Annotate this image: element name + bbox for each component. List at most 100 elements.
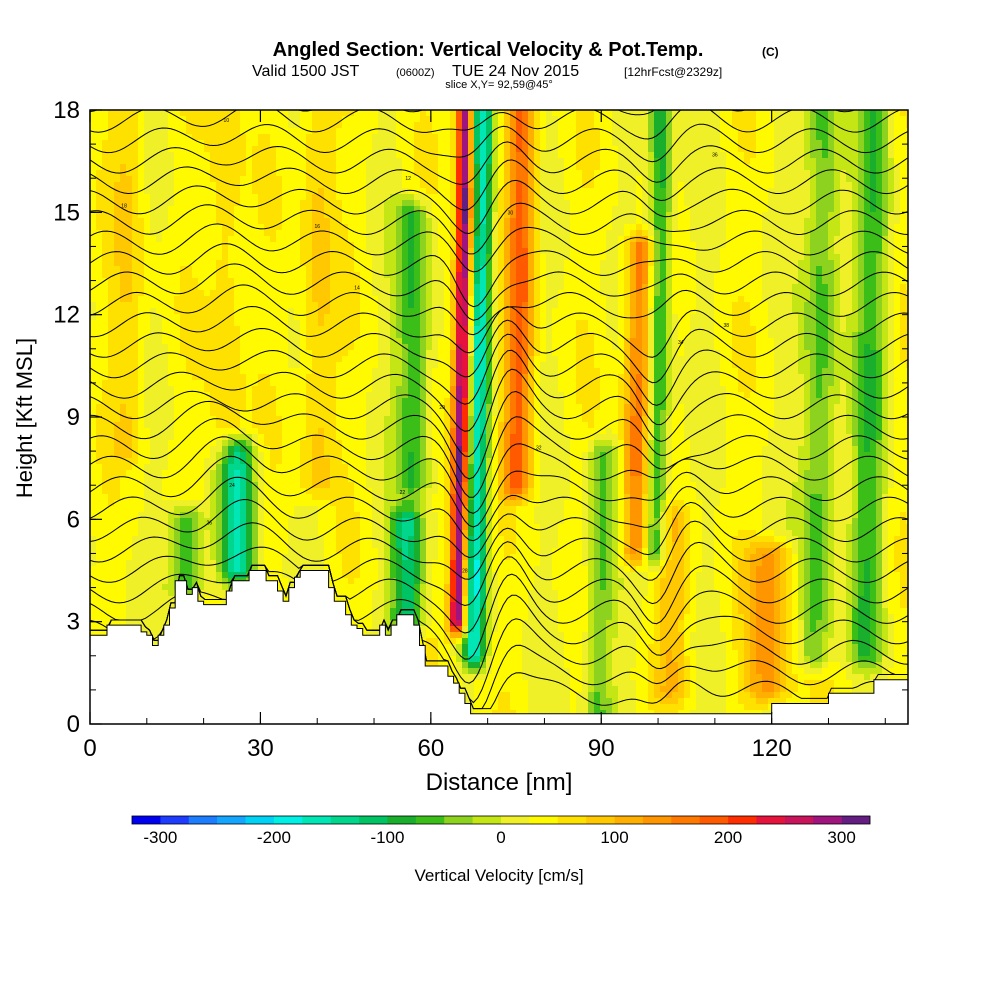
isentrope-label: 10 (224, 118, 230, 124)
x-tick-label: 0 (83, 735, 96, 762)
colorbar-segment (302, 816, 331, 824)
colorbar-label: Vertical Velocity [cm/s] (414, 866, 583, 885)
y-tick-label: 3 (67, 609, 80, 636)
colorbar-segment (330, 816, 360, 824)
colorbar-segment (132, 816, 161, 824)
colorbar-tick-label: 100 (600, 828, 628, 847)
colorbar-tick-label: -100 (370, 828, 404, 847)
isentrope-label: 18 (121, 204, 127, 210)
colorbar: -300 -200 -100 0 100 200 300 (131, 815, 871, 847)
isentrope-label: 30 (508, 210, 514, 216)
x-tick-label: 120 (752, 735, 792, 762)
colorbar-segment (359, 816, 388, 824)
subtitle-utc: (0600Z) (396, 67, 435, 79)
colorbar-segment (756, 816, 786, 824)
isentrope-line (90, 416, 908, 498)
colorbar-segment (728, 816, 757, 824)
colorbar-tick-label: 300 (827, 828, 855, 847)
colorbar-segment (472, 816, 502, 824)
isentrope-line (90, 333, 908, 406)
colorbar-segment (217, 816, 246, 824)
x-axis: 0 30 60 90 120 (83, 110, 886, 762)
isentrope-line (90, 202, 908, 255)
colorbar-segment (444, 816, 473, 824)
isentrope-line (90, 159, 908, 211)
subtitle-date: TUE 24 Nov 2015 (452, 63, 579, 80)
isentrope-line (90, 284, 908, 336)
subtitle-valid: Valid 1500 JST (252, 63, 360, 80)
x-axis-label: Distance [nm] (426, 769, 573, 796)
y-tick-label: 9 (67, 404, 80, 431)
x-tick-label: 30 (247, 735, 274, 762)
colorbar-segment (188, 816, 218, 824)
isentrope-line (90, 305, 908, 358)
colorbar-segment (784, 816, 814, 824)
colorbar-segment (586, 816, 615, 824)
y-tick-label: 15 (53, 199, 80, 226)
colorbar-tick-label: 0 (496, 828, 505, 847)
colorbar-segment (614, 816, 644, 824)
chart-subtitle: Valid 1500 JST (0600Z) TUE 24 Nov 2015 [… (252, 63, 722, 80)
isentrope-label: 22 (400, 490, 406, 496)
y-axis-label: Height [Kft MSL] (12, 338, 37, 498)
chart-title-tag: (C) (762, 45, 779, 59)
isentrope-label: 32 (536, 446, 542, 452)
x-tick-label: 60 (417, 735, 444, 762)
isentrope-line (90, 476, 908, 542)
slice-label: slice X,Y= 92,59@45° (445, 79, 553, 91)
isentrope-label: 24 (229, 483, 235, 489)
isentrope-label: 14 (354, 285, 360, 291)
isentrope-line (90, 141, 908, 185)
isentrope-label: 34 (678, 340, 684, 346)
colorbar-tick-label: 200 (714, 828, 742, 847)
isentrope-line (90, 243, 908, 308)
isentrope-label: 26 (207, 521, 213, 527)
isentrope-label: 28 (462, 569, 468, 575)
isentrope-line (90, 498, 908, 559)
isentrope-label: 36 (712, 152, 718, 158)
colorbar-segment (813, 816, 842, 824)
isentrope-line (90, 349, 908, 432)
subtitle-forecast: [12hrFcst@2329z] (624, 65, 722, 79)
isentrope-line (90, 179, 908, 235)
potential-temperature-contours: 10 12 14 16 18 20 22 24 26 28 30 32 34 36 38 (90, 110, 908, 710)
chart-title: Angled Section: Vertical Velocity & Pot.… (273, 39, 704, 61)
isentrope-line (90, 436, 908, 514)
colorbar-segment (160, 816, 190, 824)
colorbar-segment (699, 816, 729, 824)
isentrope-label: 16 (314, 224, 320, 230)
y-tick-label: 6 (67, 506, 80, 533)
x-tick-label: 90 (588, 735, 615, 762)
isentrope-line (90, 455, 908, 528)
terrain-mask (90, 570, 908, 724)
isentrope-line (90, 556, 908, 634)
isentrope-line (90, 368, 908, 458)
y-tick-label: 0 (67, 711, 80, 738)
colorbar-frame (131, 815, 871, 825)
isentrope-line (90, 390, 908, 480)
colorbar-segment (557, 816, 587, 824)
isentrope-line (90, 319, 908, 384)
isentrope-line (90, 123, 908, 163)
isentrope-line (90, 223, 908, 273)
isentrope-line (90, 520, 908, 581)
colorbar-segment (671, 816, 700, 824)
y-tick-label: 18 (53, 97, 80, 124)
isentrope-label: 12 (405, 176, 411, 182)
colorbar-segment (415, 816, 445, 824)
colorbar-segment (245, 816, 275, 824)
isentrope-label: 38 (723, 323, 729, 329)
terrain-polygon (90, 570, 908, 724)
colorbar-segment (273, 816, 303, 824)
colorbar-tick-label: -200 (257, 828, 291, 847)
y-tick-label: 12 (53, 302, 80, 329)
colorbar-segment (642, 816, 672, 824)
isentrope-line (90, 541, 908, 607)
colorbar-segment (387, 816, 417, 824)
colorbar-segment (529, 816, 559, 824)
colorbar-tick-label: -300 (143, 828, 177, 847)
isentrope-line (90, 263, 908, 321)
colorbar-segment (501, 816, 530, 824)
